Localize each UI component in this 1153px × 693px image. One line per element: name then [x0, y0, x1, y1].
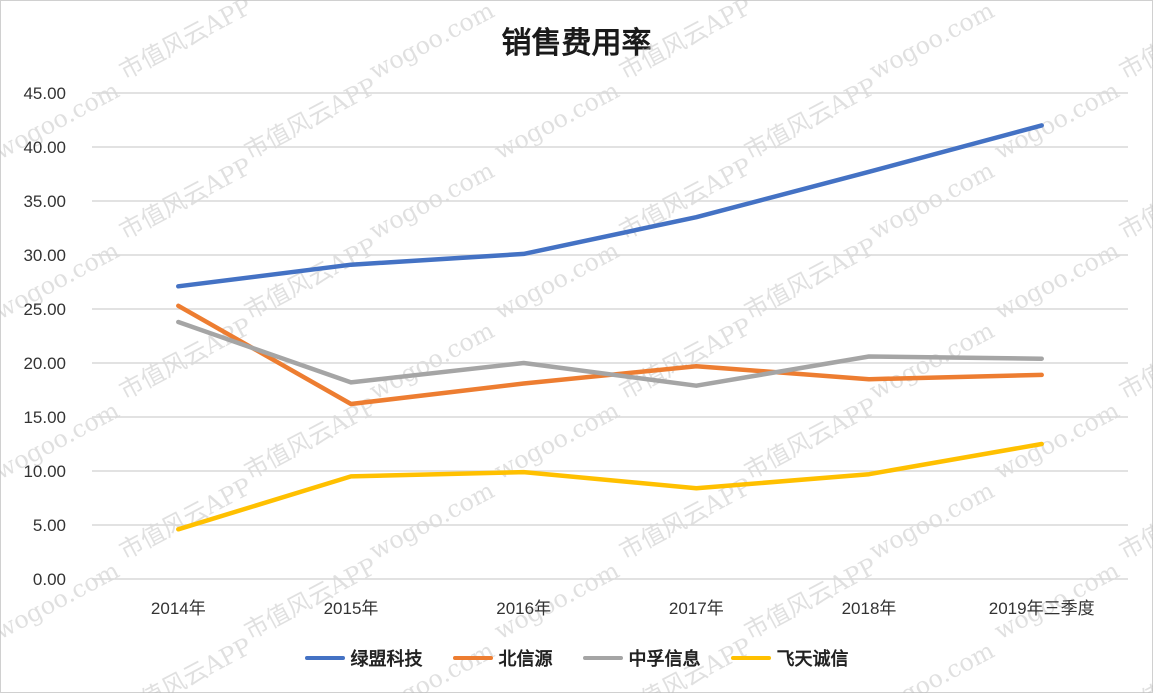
watermark-text: wogoo.com	[490, 76, 624, 165]
watermark-text: 市值风云APP	[740, 72, 882, 165]
watermark-text: wogoo.com	[365, 476, 499, 565]
watermark-text: 市值风云APP	[1115, 312, 1153, 405]
watermark-text: 市值风云APP	[1115, 0, 1153, 85]
legend-swatch	[730, 656, 771, 660]
watermark-text: wogoo.com	[865, 476, 999, 565]
watermark-text: 市值风云APP	[115, 152, 257, 245]
legend-item: 飞天诚信	[730, 645, 849, 671]
watermark-text: wogoo.com	[365, 0, 499, 85]
watermark-text: 市值风云APP	[1115, 472, 1153, 565]
series-line	[176, 123, 1044, 289]
watermark-text: 市值风云APP	[615, 312, 757, 405]
series-line	[176, 441, 1044, 532]
watermark-text: 市值风云APP	[115, 472, 257, 565]
legend-item: 北信源	[452, 645, 553, 671]
watermark-text: wogoo.com	[990, 396, 1124, 485]
series-lines	[176, 123, 1044, 532]
watermark-text: 市值风云APP	[115, 0, 257, 85]
x-tick-label: 2017年	[669, 599, 724, 618]
y-tick-label: 25.00	[23, 300, 66, 319]
y-tick-label: 20.00	[23, 354, 66, 373]
y-tick-label: 45.00	[23, 84, 66, 103]
x-tick-label: 2015年	[324, 599, 379, 618]
watermark-text: 市值风云APP	[240, 232, 382, 325]
y-tick-label: 35.00	[23, 192, 66, 211]
watermark-text: 市值风云APP	[740, 232, 882, 325]
y-tick-label: 10.00	[23, 462, 66, 481]
watermark-text: wogoo.com	[0, 0, 124, 5]
x-tick-label: 2019年三季度	[989, 599, 1095, 618]
watermark-text: wogoo.com	[490, 0, 624, 5]
x-axis: 2014年 2015年 2016年 2017年 2018年 2019年三季度	[151, 599, 1095, 618]
y-tick-label: 5.00	[33, 516, 66, 535]
legend-swatch	[304, 656, 345, 660]
y-tick-label: 15.00	[23, 408, 66, 427]
watermark-text: wogoo.com	[365, 316, 499, 405]
legend-label: 绿盟科技	[350, 649, 423, 670]
watermark-text: wogoo.com	[490, 236, 624, 325]
watermark-text: 市值风云APP	[740, 0, 882, 5]
watermark-text: wogoo.com	[990, 0, 1124, 5]
series-line	[176, 319, 1044, 388]
watermark-text: 市值风云APP	[240, 72, 382, 165]
x-tick-label: 2018年	[842, 599, 897, 618]
watermark-text: 市值风云APP	[1115, 152, 1153, 245]
legend-item: 中孚信息	[582, 645, 701, 671]
legend-swatch	[452, 656, 493, 660]
watermark-text: 市值风云APP	[615, 0, 757, 85]
legend-label: 中孚信息	[628, 649, 701, 670]
y-tick-label: 0.00	[33, 570, 66, 589]
legend-label: 北信源	[498, 649, 553, 670]
legend-item: 绿盟科技	[304, 645, 423, 671]
x-tick-label: 2016年	[496, 599, 551, 618]
chart-title: 销售费用率	[501, 26, 652, 61]
watermark-text: wogoo.com	[990, 76, 1124, 165]
watermark-text: 市值风云APP	[240, 0, 382, 5]
legend-swatch	[582, 656, 623, 660]
x-tick-label: 2014年	[151, 599, 206, 618]
legend: 绿盟科技 北信源 中孚信息 飞天诚信	[0, 645, 1153, 671]
watermark-text: wogoo.com	[865, 316, 999, 405]
y-tick-label: 30.00	[23, 246, 66, 265]
gridlines	[92, 92, 1128, 580]
watermark-text: wogoo.com	[865, 0, 999, 85]
y-tick-label: 40.00	[23, 138, 66, 157]
watermark-text: wogoo.com	[990, 236, 1124, 325]
legend-label: 飞天诚信	[776, 649, 849, 670]
y-axis: 0.00 5.00 10.00 15.00 20.00 25.00 30.00 35.00 40…	[23, 84, 66, 589]
